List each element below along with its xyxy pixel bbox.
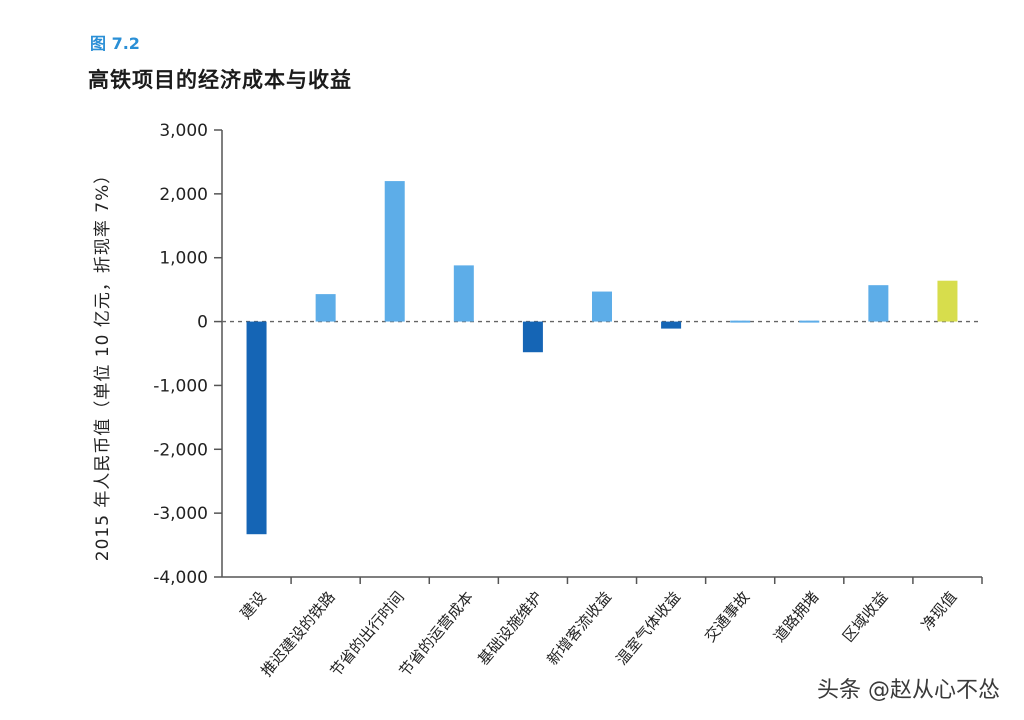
bar xyxy=(730,320,751,323)
bar xyxy=(937,280,958,322)
bar xyxy=(868,285,889,322)
category-label: 新增客流收益 xyxy=(543,588,615,669)
bar xyxy=(592,291,612,322)
category-label: 温室气体收益 xyxy=(613,588,685,669)
bar xyxy=(799,320,820,323)
y-tick-label: 0 xyxy=(197,313,208,333)
chart-title: 高铁项目的经济成本与收益 xyxy=(88,68,352,92)
bar xyxy=(246,321,267,535)
category-label: 净现值 xyxy=(918,588,961,634)
bar xyxy=(384,181,405,322)
y-tick-label: -1,000 xyxy=(153,376,208,396)
watermark: 头条 @赵从心不怂 xyxy=(811,670,1006,706)
category-label: 节省的出行时间 xyxy=(326,588,407,680)
bar xyxy=(522,321,543,353)
y-axis-title: 2015 年人民币值（单位 10 亿元，折现率 7%） xyxy=(93,166,113,561)
category-label: 推迟建设的铁路 xyxy=(257,588,338,680)
y-tick-label: 2,000 xyxy=(159,185,208,205)
category-label: 建设 xyxy=(237,588,270,623)
category-label: 节省的运营成本 xyxy=(396,588,477,680)
bar xyxy=(661,321,682,329)
bar xyxy=(315,294,336,322)
y-tick-label: -4,000 xyxy=(153,568,208,588)
y-tick-label: 3,000 xyxy=(159,121,208,141)
category-label: 区域收益 xyxy=(839,588,891,646)
y-tick-label: 1,000 xyxy=(159,249,208,269)
category-label: 道路拥堵 xyxy=(770,588,822,646)
category-label: 交通事故 xyxy=(701,588,753,646)
figure-number: 图 7.2 xyxy=(90,34,140,53)
y-tick-label: -2,000 xyxy=(153,440,208,460)
bar xyxy=(453,265,474,322)
category-label: 基础设施维护 xyxy=(474,588,546,669)
y-tick-label: -3,000 xyxy=(153,504,208,524)
